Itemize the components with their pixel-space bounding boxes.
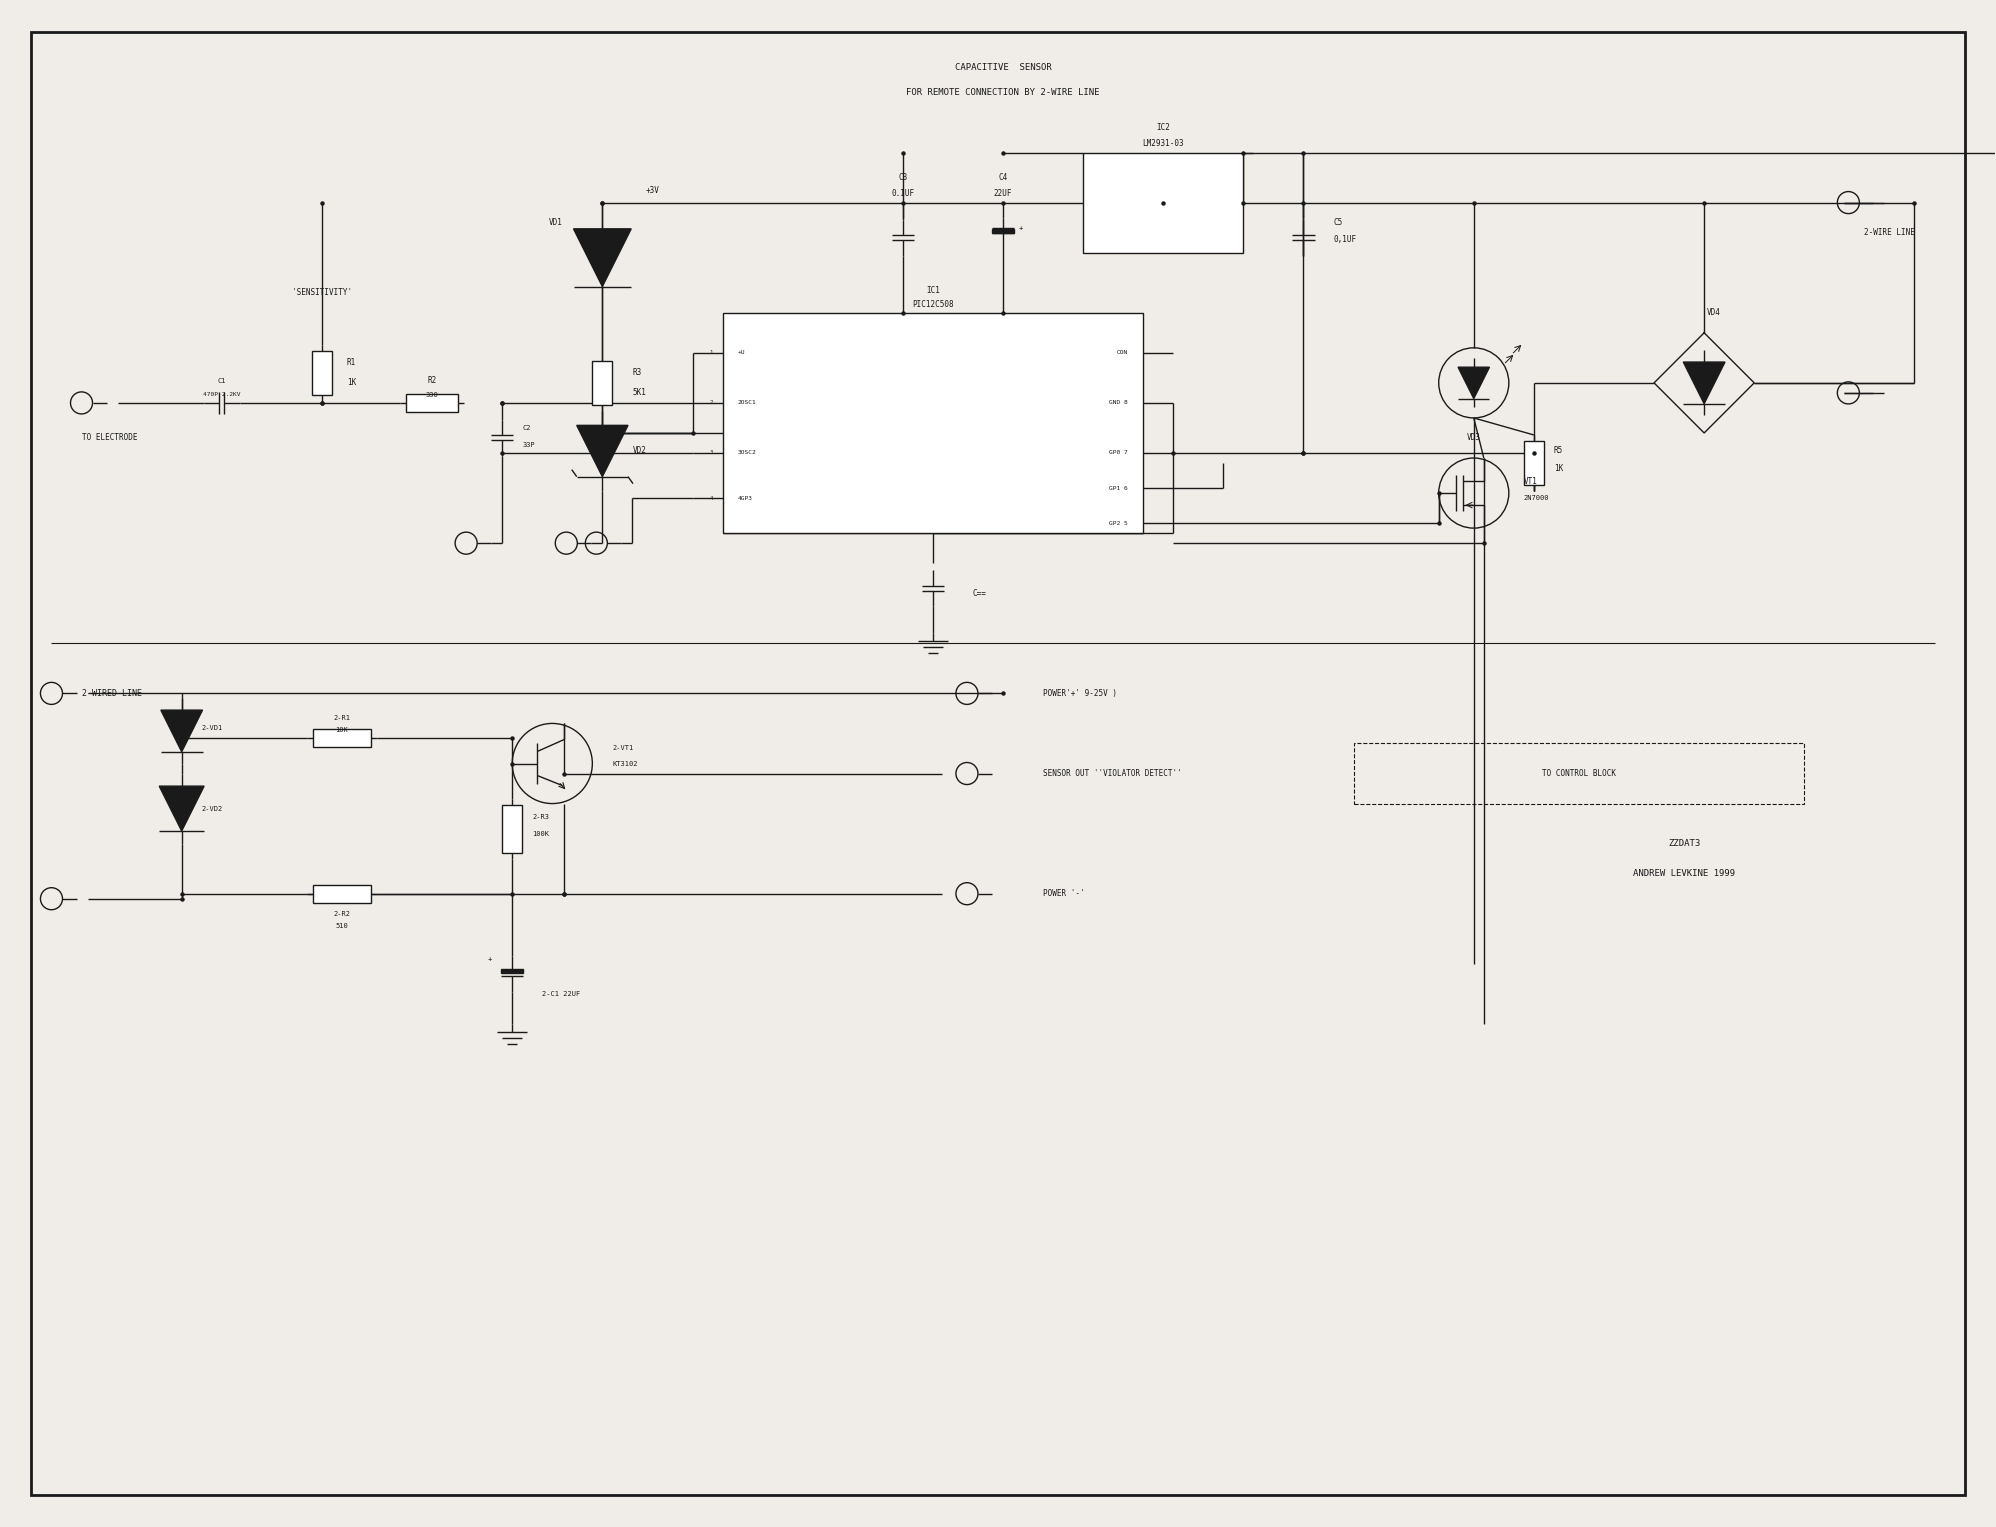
Text: 1K: 1K: [1555, 464, 1563, 472]
Text: R1: R1: [347, 359, 355, 368]
Text: 33P: 33P: [523, 441, 535, 447]
Polygon shape: [992, 229, 1014, 232]
Polygon shape: [573, 229, 631, 287]
Text: VD2: VD2: [633, 446, 647, 455]
Text: POWER '-': POWER '-': [1044, 889, 1084, 898]
Text: GND 8: GND 8: [1110, 400, 1128, 405]
Text: 470P 2.2KV: 470P 2.2KV: [204, 392, 240, 397]
Text: 2-VT1: 2-VT1: [613, 745, 633, 751]
Bar: [1084, 153, 1244, 252]
Text: 2-VD1: 2-VD1: [202, 725, 224, 731]
Text: 2-C1 22UF: 2-C1 22UF: [543, 991, 581, 997]
Bar: [313, 884, 371, 902]
Text: C3: C3: [898, 173, 908, 182]
Text: 4GP3: 4GP3: [739, 496, 752, 501]
Text: 2: 2: [709, 400, 713, 405]
Polygon shape: [160, 786, 204, 831]
Text: C1: C1: [218, 377, 226, 383]
Text: C5: C5: [1333, 218, 1343, 228]
Text: R2: R2: [427, 376, 437, 385]
Text: TO CONTROL BLOCK: TO CONTROL BLOCK: [1543, 770, 1617, 779]
Text: ANDREW LEVKINE 1999: ANDREW LEVKINE 1999: [1633, 869, 1735, 878]
Bar: [503, 805, 523, 852]
Bar: [311, 351, 331, 395]
Text: 3: 3: [709, 450, 713, 455]
Text: 330: 330: [425, 392, 439, 399]
Text: 3OSC2: 3OSC2: [739, 450, 756, 455]
Text: 1K: 1K: [347, 379, 355, 388]
Text: 0,1UF: 0,1UF: [1333, 235, 1357, 244]
Text: VD3: VD3: [1467, 434, 1481, 443]
Text: R5: R5: [1555, 446, 1563, 455]
Text: IC2: IC2: [1156, 124, 1170, 131]
Text: GP1 6: GP1 6: [1110, 486, 1128, 490]
Bar: [593, 360, 613, 405]
Text: POWER'+' 9-25V ): POWER'+' 9-25V ): [1044, 689, 1118, 698]
Text: 2-WIRED LINE: 2-WIRED LINE: [82, 689, 142, 698]
Text: C4: C4: [998, 173, 1008, 182]
Text: +: +: [487, 956, 493, 962]
Text: 2OSC1: 2OSC1: [739, 400, 756, 405]
Bar: [1523, 441, 1543, 486]
Bar: [723, 313, 1144, 533]
Bar: [313, 730, 371, 748]
Text: 4: 4: [709, 496, 713, 501]
Text: R3: R3: [633, 368, 641, 377]
Text: FOR REMOTE CONNECTION BY 2-WIRE LINE: FOR REMOTE CONNECTION BY 2-WIRE LINE: [906, 89, 1100, 96]
Text: SENSOR OUT ''VIOLATOR DETECT'': SENSOR OUT ''VIOLATOR DETECT'': [1044, 770, 1182, 779]
Text: VD1: VD1: [549, 218, 563, 228]
Text: 2N7000: 2N7000: [1523, 495, 1549, 501]
Polygon shape: [162, 710, 202, 751]
Polygon shape: [1457, 366, 1489, 399]
Text: 0.1UF: 0.1UF: [892, 189, 914, 199]
Polygon shape: [501, 970, 523, 973]
Text: 2-R1: 2-R1: [333, 716, 351, 721]
Text: ZZDAT3: ZZDAT3: [1669, 840, 1701, 847]
Text: +U: +U: [739, 350, 745, 356]
Text: GP0 7: GP0 7: [1110, 450, 1128, 455]
Bar: [1353, 744, 1804, 803]
Text: IC1: IC1: [926, 286, 940, 295]
Text: PIC12C508: PIC12C508: [912, 301, 954, 310]
Text: 2-R2: 2-R2: [333, 910, 351, 916]
Text: 100K: 100K: [533, 831, 549, 837]
Text: +: +: [1018, 224, 1024, 231]
Text: LM2931-03: LM2931-03: [1142, 139, 1184, 148]
Text: 2-VD2: 2-VD2: [202, 806, 224, 811]
Text: 2-WIRE LINE: 2-WIRE LINE: [1864, 228, 1916, 237]
Polygon shape: [577, 426, 629, 476]
Text: GP2 5: GP2 5: [1110, 521, 1128, 525]
Text: 1: 1: [709, 350, 713, 356]
Text: 'SENSITIVITY': 'SENSITIVITY': [291, 289, 351, 298]
Text: 22UF: 22UF: [994, 189, 1012, 199]
Text: 10K: 10K: [335, 727, 349, 733]
Text: C==: C==: [972, 589, 986, 597]
Text: 5K1: 5K1: [633, 388, 647, 397]
Bar: [405, 394, 459, 412]
Text: VT1: VT1: [1523, 476, 1537, 486]
Text: VD4: VD4: [1707, 308, 1721, 318]
Text: TO ELECTRODE: TO ELECTRODE: [82, 434, 138, 443]
Text: CON: CON: [1118, 350, 1128, 356]
Polygon shape: [1683, 362, 1725, 403]
Text: 510: 510: [335, 922, 349, 928]
Text: C2: C2: [523, 425, 531, 431]
Text: 2-R3: 2-R3: [533, 814, 549, 820]
Text: +3V: +3V: [645, 186, 659, 195]
Text: KT3102: KT3102: [613, 760, 639, 767]
Text: CAPACITIVE  SENSOR: CAPACITIVE SENSOR: [954, 63, 1052, 72]
